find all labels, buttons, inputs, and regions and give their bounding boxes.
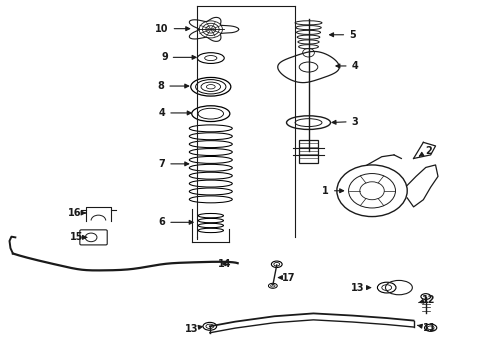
Text: 1: 1: [322, 186, 343, 196]
Text: 10: 10: [155, 24, 190, 34]
Text: 7: 7: [159, 159, 189, 169]
Text: 5: 5: [330, 30, 356, 40]
FancyBboxPatch shape: [299, 140, 318, 163]
Text: 8: 8: [157, 81, 189, 91]
Text: 4: 4: [336, 61, 358, 71]
Text: 13: 13: [351, 283, 370, 293]
Text: 2: 2: [419, 145, 432, 156]
Ellipse shape: [287, 116, 331, 130]
Text: 14: 14: [218, 259, 231, 269]
Text: 15: 15: [70, 232, 87, 242]
FancyBboxPatch shape: [80, 230, 107, 245]
Text: 17: 17: [278, 273, 296, 283]
Text: 3: 3: [332, 117, 358, 127]
Text: 9: 9: [161, 52, 196, 62]
Text: 16: 16: [68, 208, 85, 218]
Text: 12: 12: [418, 295, 435, 305]
Text: 4: 4: [159, 108, 191, 118]
Text: 11: 11: [417, 323, 437, 333]
Text: 6: 6: [159, 217, 193, 227]
Circle shape: [337, 165, 407, 217]
Text: 13: 13: [185, 324, 202, 334]
